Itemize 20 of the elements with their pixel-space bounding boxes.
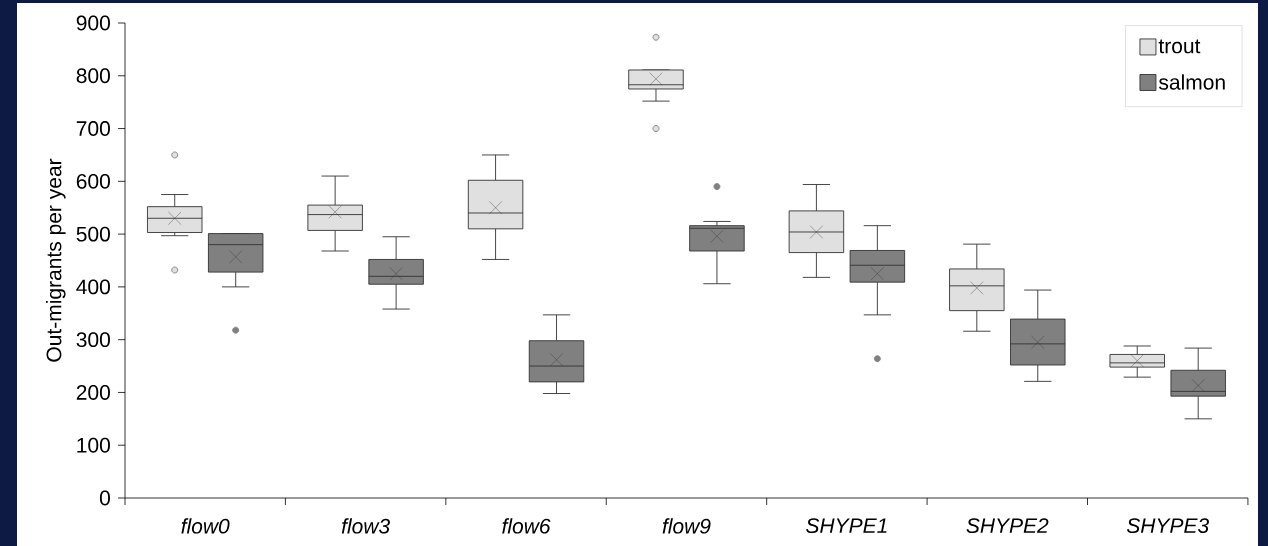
x-tick-label: flow6 [502,518,551,534]
y-tick-label: 900 [76,15,110,31]
x-tick-label: flow9 [662,518,711,534]
y-tick-label: 300 [76,332,110,348]
x-tick-label: flow0 [181,518,230,534]
legend-label: salmon [1158,74,1225,90]
x-tick-label: flow3 [341,518,390,534]
y-tick-label: 500 [76,226,110,242]
y-tick-label: 100 [77,437,110,453]
legend-label: trout [1158,39,1201,54]
y-axis-title: Out-migrants per year [45,158,66,362]
y-tick-label: 0 [99,490,110,506]
y-tick-label: 600 [76,173,110,189]
x-tick-label: SHYPE3 [1126,518,1209,534]
y-tick-label: 400 [76,279,110,295]
y-tick-label: 200 [76,385,110,400]
y-tick-label: 800 [76,68,110,84]
y-tick-label: 700 [76,121,110,136]
x-tick-label: SHYPE2 [966,518,1049,534]
x-tick-label: SHYPE1 [806,518,887,534]
